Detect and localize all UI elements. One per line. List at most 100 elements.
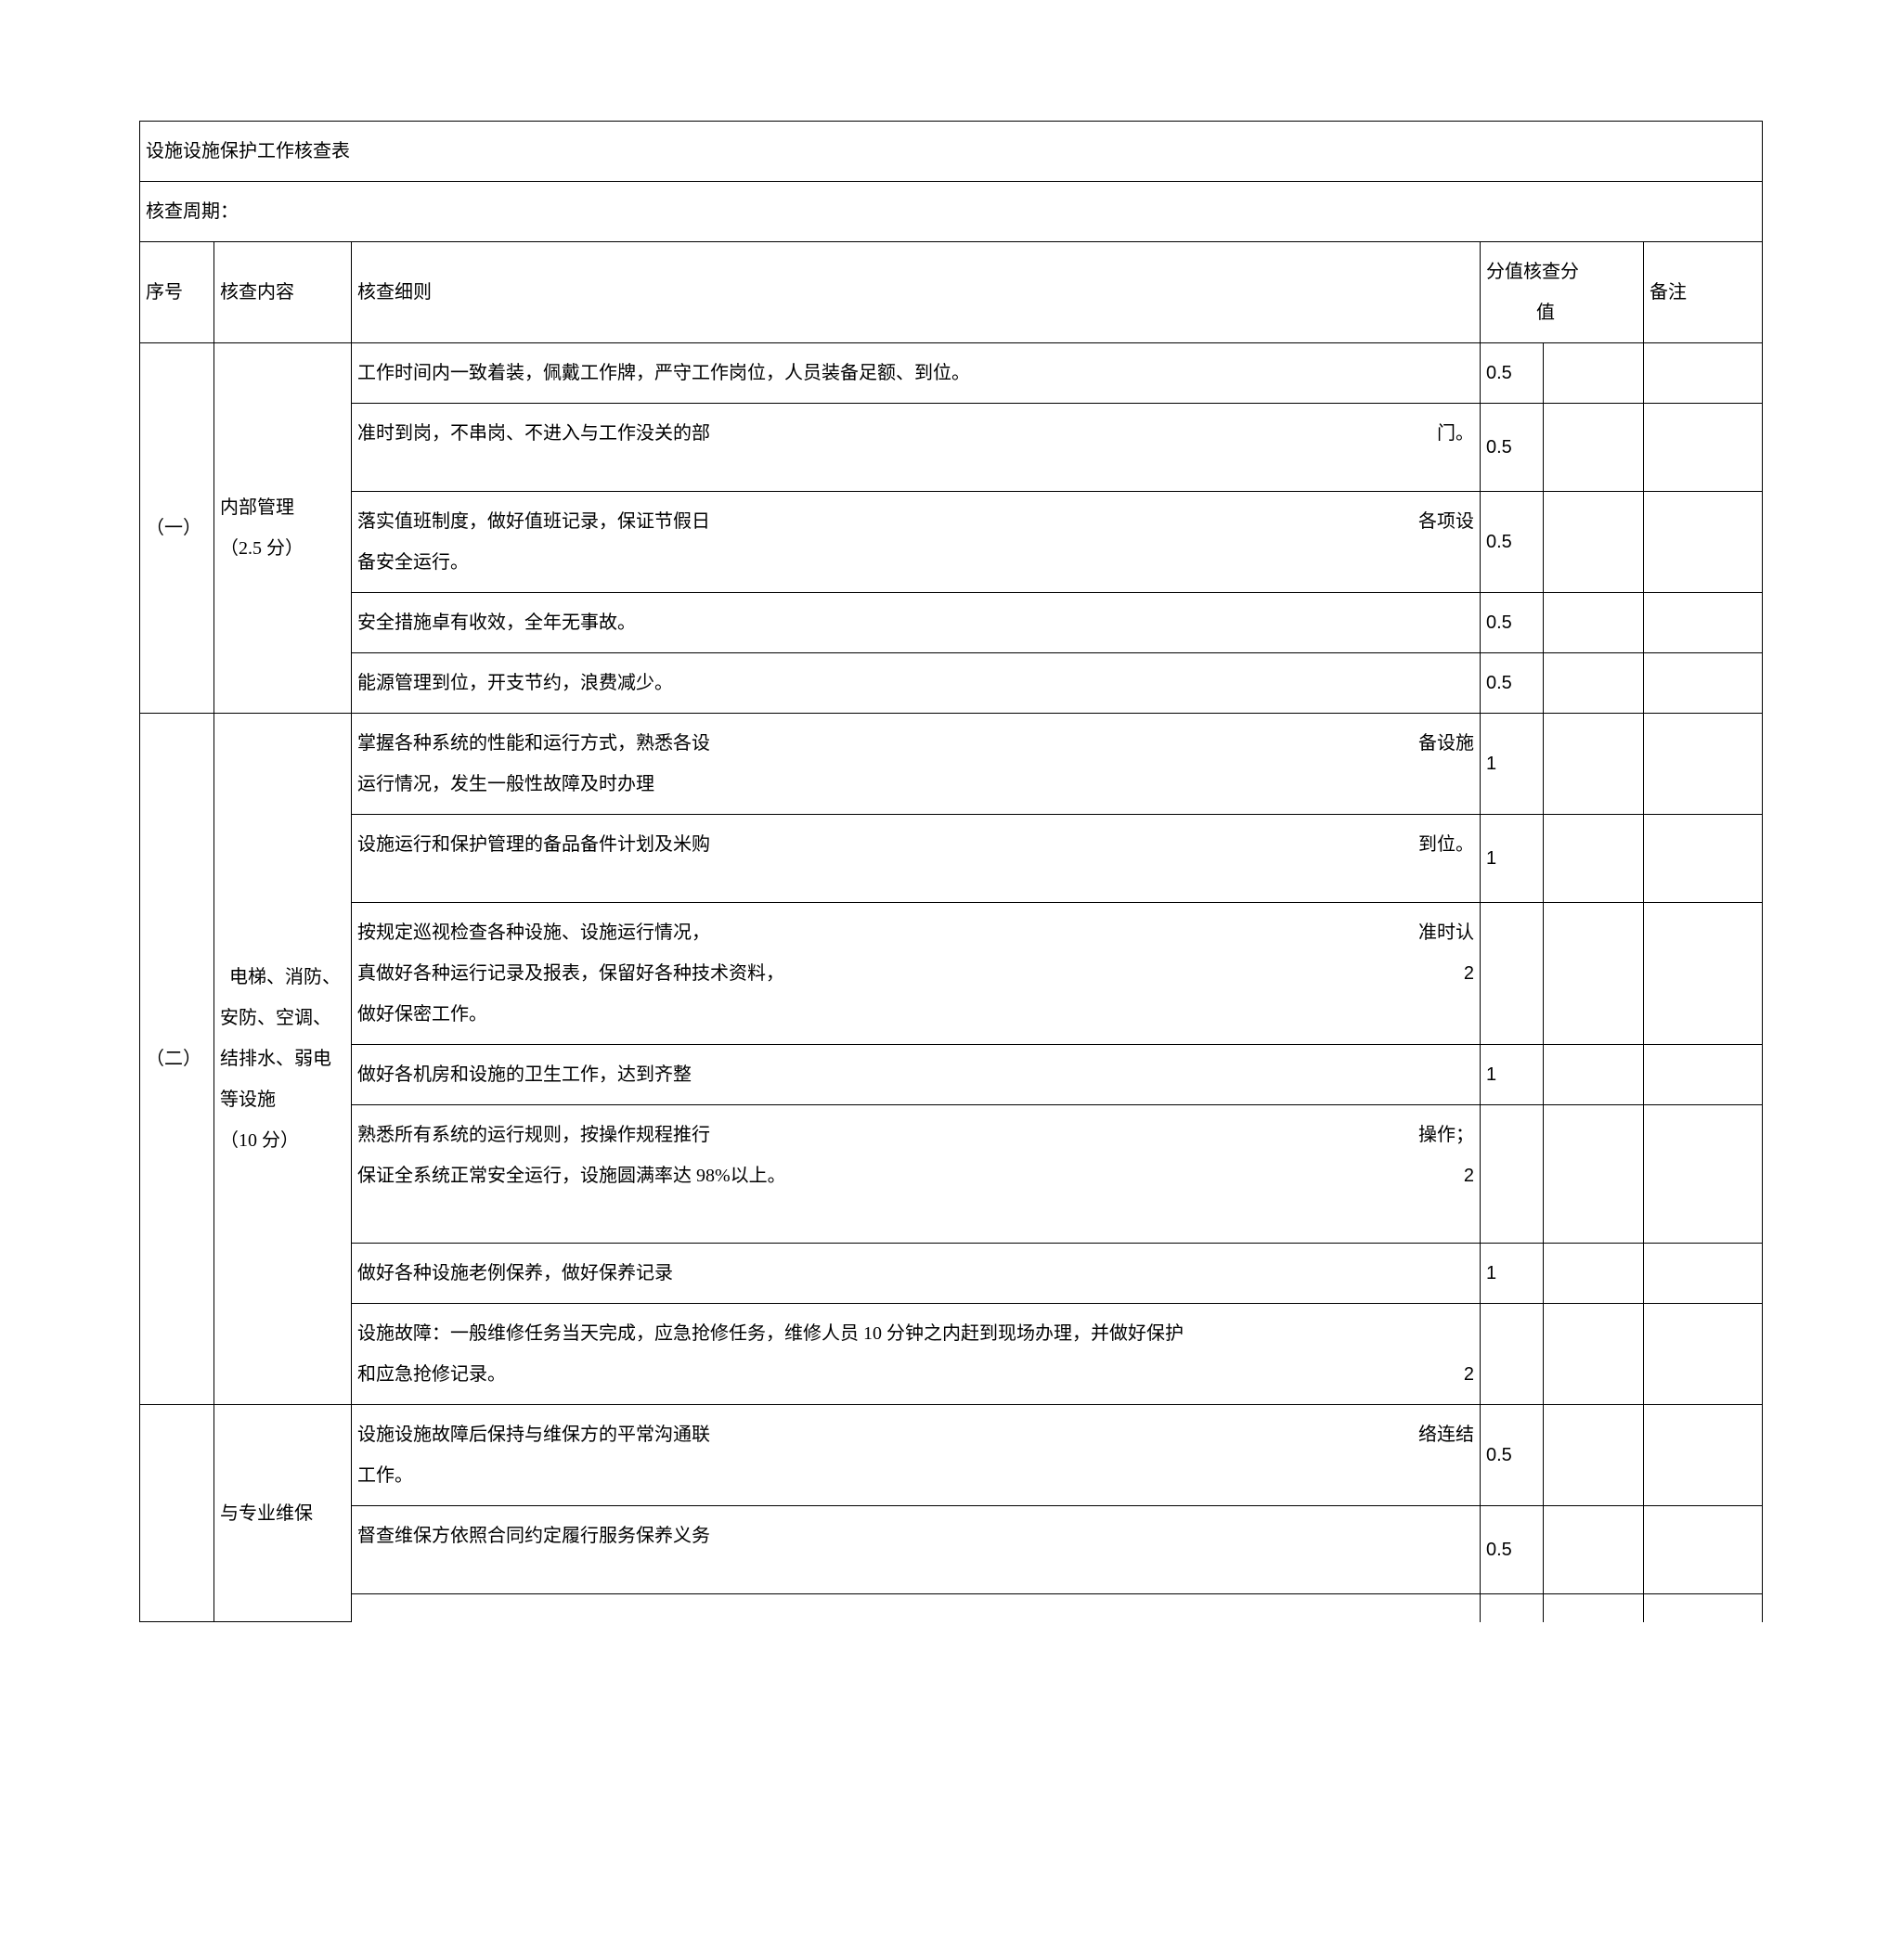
detail-main: 能源管理到位，开支节约，浪费减少。: [357, 673, 673, 693]
table-row: 准时到岗，不串岗、不进入与工作没关的部门。0.5: [140, 404, 1763, 492]
score-cell: 1: [1480, 714, 1543, 815]
table-row: 能源管理到位，开支节约，浪费减少。 0.5: [140, 653, 1763, 714]
note-cell: [1643, 1244, 1762, 1304]
check-cell: [1543, 714, 1643, 815]
score-inline: 2: [1464, 953, 1474, 994]
detail-main: 工作时间内一致着装，佩戴工作牌，严守工作岗位，人员装备足额、到位。: [357, 363, 970, 383]
score-cell: 0.5: [1480, 593, 1543, 653]
detail-line2: 工作。: [357, 1455, 1474, 1496]
detail-tail: 到位。: [1418, 824, 1474, 865]
detail-main: 设施故障：一般维修任务当天完成，应急抢修任务，维修人员 10 分钟之内赶到现场办…: [357, 1323, 1184, 1344]
note-cell: [1643, 1045, 1762, 1105]
note-cell: [1643, 714, 1762, 815]
inspection-table: 设施设施保护工作核查表 核查周期： 序号 核查内容 核查细则 分值核查分值 备注…: [139, 121, 1763, 1622]
note-cell: [1643, 492, 1762, 593]
note-cell: [1643, 593, 1762, 653]
detail-main: 设施设施故障后保持与维保方的平常沟通联: [357, 1425, 710, 1445]
table-row: 落实值班制度，做好值班记录，保证节假日各项设备安全运行。0.5: [140, 492, 1763, 593]
score-inline: 2: [1464, 1155, 1474, 1196]
score-cell: 0.5: [1480, 653, 1543, 714]
detail-line2: 运行情况，发生一般性故障及时办理: [357, 764, 1474, 805]
score-cell: [1480, 1594, 1543, 1622]
detail-line3: 做好保密工作。: [357, 994, 1474, 1035]
check-cell: [1543, 593, 1643, 653]
table-row: 按规定巡视检查各种设施、设施运行情况，准时认真做好各种运行记录及报表，保留好各种…: [140, 903, 1763, 1045]
score-cell: 1: [1480, 1244, 1543, 1304]
detail-line2: 和应急抢修记录。2: [357, 1354, 1474, 1395]
header-num: 序号: [140, 242, 214, 343]
detail-cell: 安全措施卓有收效，全年无事故。: [352, 593, 1481, 653]
detail-tail: 备设施: [1418, 723, 1474, 764]
detail-main: 督查维保方依照合同约定履行服务保养义务: [357, 1526, 710, 1546]
note-cell: [1643, 903, 1762, 1045]
detail-line2: 备安全运行。: [357, 542, 1474, 583]
detail-main: 落实值班制度，做好值班记录，保证节假日: [357, 511, 710, 532]
note-cell: [1643, 815, 1762, 903]
detail-main: 熟悉所有系统的运行规则，按操作规程推行: [357, 1125, 710, 1145]
detail-cell: 按规定巡视检查各种设施、设施运行情况，准时认真做好各种运行记录及报表，保留好各种…: [352, 903, 1481, 1045]
note-cell: [1643, 1304, 1762, 1405]
detail-line2: 真做好各种运行记录及报表，保留好各种技术资料，2: [357, 953, 1474, 994]
section-content: 电梯、消防、安防、空调、结排水、弱电等设施（10 分）: [214, 714, 352, 1405]
table-row: 做好各机房和设施的卫生工作，达到齐整 1: [140, 1045, 1763, 1105]
detail-cell: 掌握各种系统的性能和运行方式，熟悉各设 备设施运行情况，发生一般性故障及时办理: [352, 714, 1481, 815]
check-cell: [1543, 1594, 1643, 1622]
table-row: 设施故障：一般维修任务当天完成，应急抢修任务，维修人员 10 分钟之内赶到现场办…: [140, 1304, 1763, 1405]
title-row: 设施设施保护工作核查表: [140, 122, 1763, 182]
check-cell: [1543, 343, 1643, 404]
detail-tail: 络连结: [1418, 1414, 1474, 1455]
detail-cell: [352, 1594, 1481, 1622]
detail-main: 做好各种设施老例保养，做好保养记录: [357, 1263, 673, 1283]
score-cell: [1480, 1304, 1543, 1405]
section-num: （二）: [140, 714, 214, 1405]
table-row: 做好各种设施老例保养，做好保养记录 1: [140, 1244, 1763, 1304]
table-row: 督查维保方依照合同约定履行服务保养义务 0.5: [140, 1506, 1763, 1594]
detail-main: 准时到岗，不串岗、不进入与工作没关的部: [357, 423, 710, 444]
detail-cell: 工作时间内一致着装，佩戴工作牌，严守工作岗位，人员装备足额、到位。: [352, 343, 1481, 404]
header-content: 核查内容: [214, 242, 352, 343]
detail-line2: 保证全系统正常安全运行，设施圆满率达 98%以上。2: [357, 1155, 1474, 1196]
detail-tail: 门。: [1437, 413, 1474, 454]
check-cell: [1543, 492, 1643, 593]
check-cell: [1543, 1506, 1643, 1594]
detail-cell: 设施故障：一般维修任务当天完成，应急抢修任务，维修人员 10 分钟之内赶到现场办…: [352, 1304, 1481, 1405]
period-row: 核查周期：: [140, 182, 1763, 242]
check-cell: [1543, 903, 1643, 1045]
check-cell: [1543, 653, 1643, 714]
note-cell: [1643, 653, 1762, 714]
check-cell: [1543, 815, 1643, 903]
note-cell: [1643, 1405, 1762, 1506]
check-cell: [1543, 404, 1643, 492]
note-cell: [1643, 1105, 1762, 1244]
table-row: 与专业维保设施设施故障后保持与维保方的平常沟通联络连结工作。0.5: [140, 1405, 1763, 1506]
detail-main: 按规定巡视检查各种设施、设施运行情况，: [357, 922, 710, 943]
header-detail: 核查细则: [352, 242, 1481, 343]
table-row: 设施运行和保护管理的备品备件计划及米购到位。1: [140, 815, 1763, 903]
section-content: 与专业维保: [214, 1405, 352, 1622]
note-cell: [1643, 1594, 1762, 1622]
score-cell: 0.5: [1480, 1506, 1543, 1594]
check-cell: [1543, 1045, 1643, 1105]
detail-main: 设施运行和保护管理的备品备件计划及米购: [357, 834, 710, 855]
detail-main: 安全措施卓有收效，全年无事故。: [357, 612, 636, 633]
note-cell: [1643, 1506, 1762, 1594]
note-cell: [1643, 404, 1762, 492]
detail-cell: 能源管理到位，开支节约，浪费减少。: [352, 653, 1481, 714]
table-row: 熟悉所有系统的运行规则，按操作规程推行操作；保证全系统正常安全运行，设施圆满率达…: [140, 1105, 1763, 1244]
score-cell: 1: [1480, 1045, 1543, 1105]
table-row: （二） 电梯、消防、安防、空调、结排水、弱电等设施（10 分）掌握各种系统的性能…: [140, 714, 1763, 815]
check-cell: [1543, 1244, 1643, 1304]
score-cell: [1480, 903, 1543, 1045]
note-cell: [1643, 343, 1762, 404]
table-row: [140, 1594, 1763, 1622]
score-cell: 0.5: [1480, 492, 1543, 593]
detail-main: 做好各机房和设施的卫生工作，达到齐整: [357, 1064, 692, 1085]
check-cell: [1543, 1405, 1643, 1506]
check-cell: [1543, 1105, 1643, 1244]
detail-cell: 落实值班制度，做好值班记录，保证节假日各项设备安全运行。: [352, 492, 1481, 593]
header-note: 备注: [1643, 242, 1762, 343]
detail-main: 掌握各种系统的性能和运行方式，熟悉各设: [357, 733, 710, 754]
period-label: 核查周期：: [140, 182, 1763, 242]
score-cell: [1480, 1105, 1543, 1244]
detail-cell: 做好各种设施老例保养，做好保养记录: [352, 1244, 1481, 1304]
